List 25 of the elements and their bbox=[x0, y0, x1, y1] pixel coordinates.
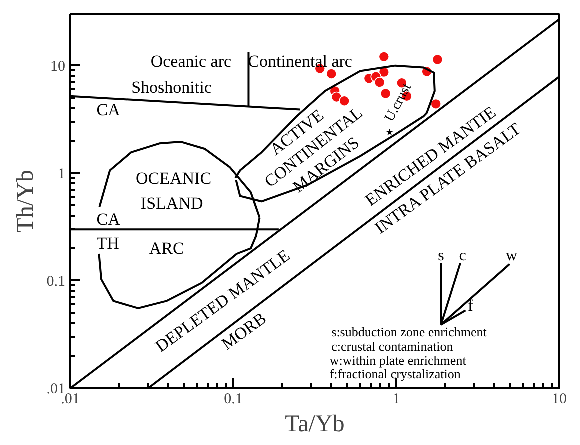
y-axis-title: Th/Yb bbox=[12, 170, 39, 233]
annotation: TH bbox=[96, 234, 120, 253]
x-tick-label: 10 bbox=[552, 392, 567, 408]
y-tick-label: .01 bbox=[46, 382, 66, 398]
annotation: s bbox=[438, 248, 444, 265]
annotation: Shoshonitic bbox=[132, 78, 212, 97]
y-tick-label: 1 bbox=[58, 166, 66, 182]
annotation: f bbox=[468, 298, 474, 315]
annotation: w:within plate enrichment bbox=[330, 352, 467, 368]
x-axis-title: Ta/Yb bbox=[285, 412, 345, 438]
annotation: CA bbox=[96, 100, 122, 120]
y-tick-label: 0.1 bbox=[46, 274, 66, 290]
y-tick-label: 10 bbox=[50, 58, 66, 75]
annotation: CA bbox=[96, 210, 122, 230]
x-tick-label: 0.1 bbox=[224, 392, 243, 408]
annotation: c:crustal contamination bbox=[332, 338, 454, 354]
x-tick-label: 1 bbox=[392, 392, 400, 408]
annotation: w bbox=[506, 248, 518, 265]
annotation: ARC bbox=[149, 239, 184, 258]
annotation: s:subduction zone enrichment bbox=[332, 324, 488, 340]
annotation: Oceanic arc bbox=[150, 52, 232, 71]
annotation: c bbox=[459, 248, 466, 265]
annotation: OCEANIC bbox=[136, 168, 212, 188]
annotation: Continental arc bbox=[248, 52, 353, 71]
annotation: ISLAND bbox=[140, 194, 204, 213]
